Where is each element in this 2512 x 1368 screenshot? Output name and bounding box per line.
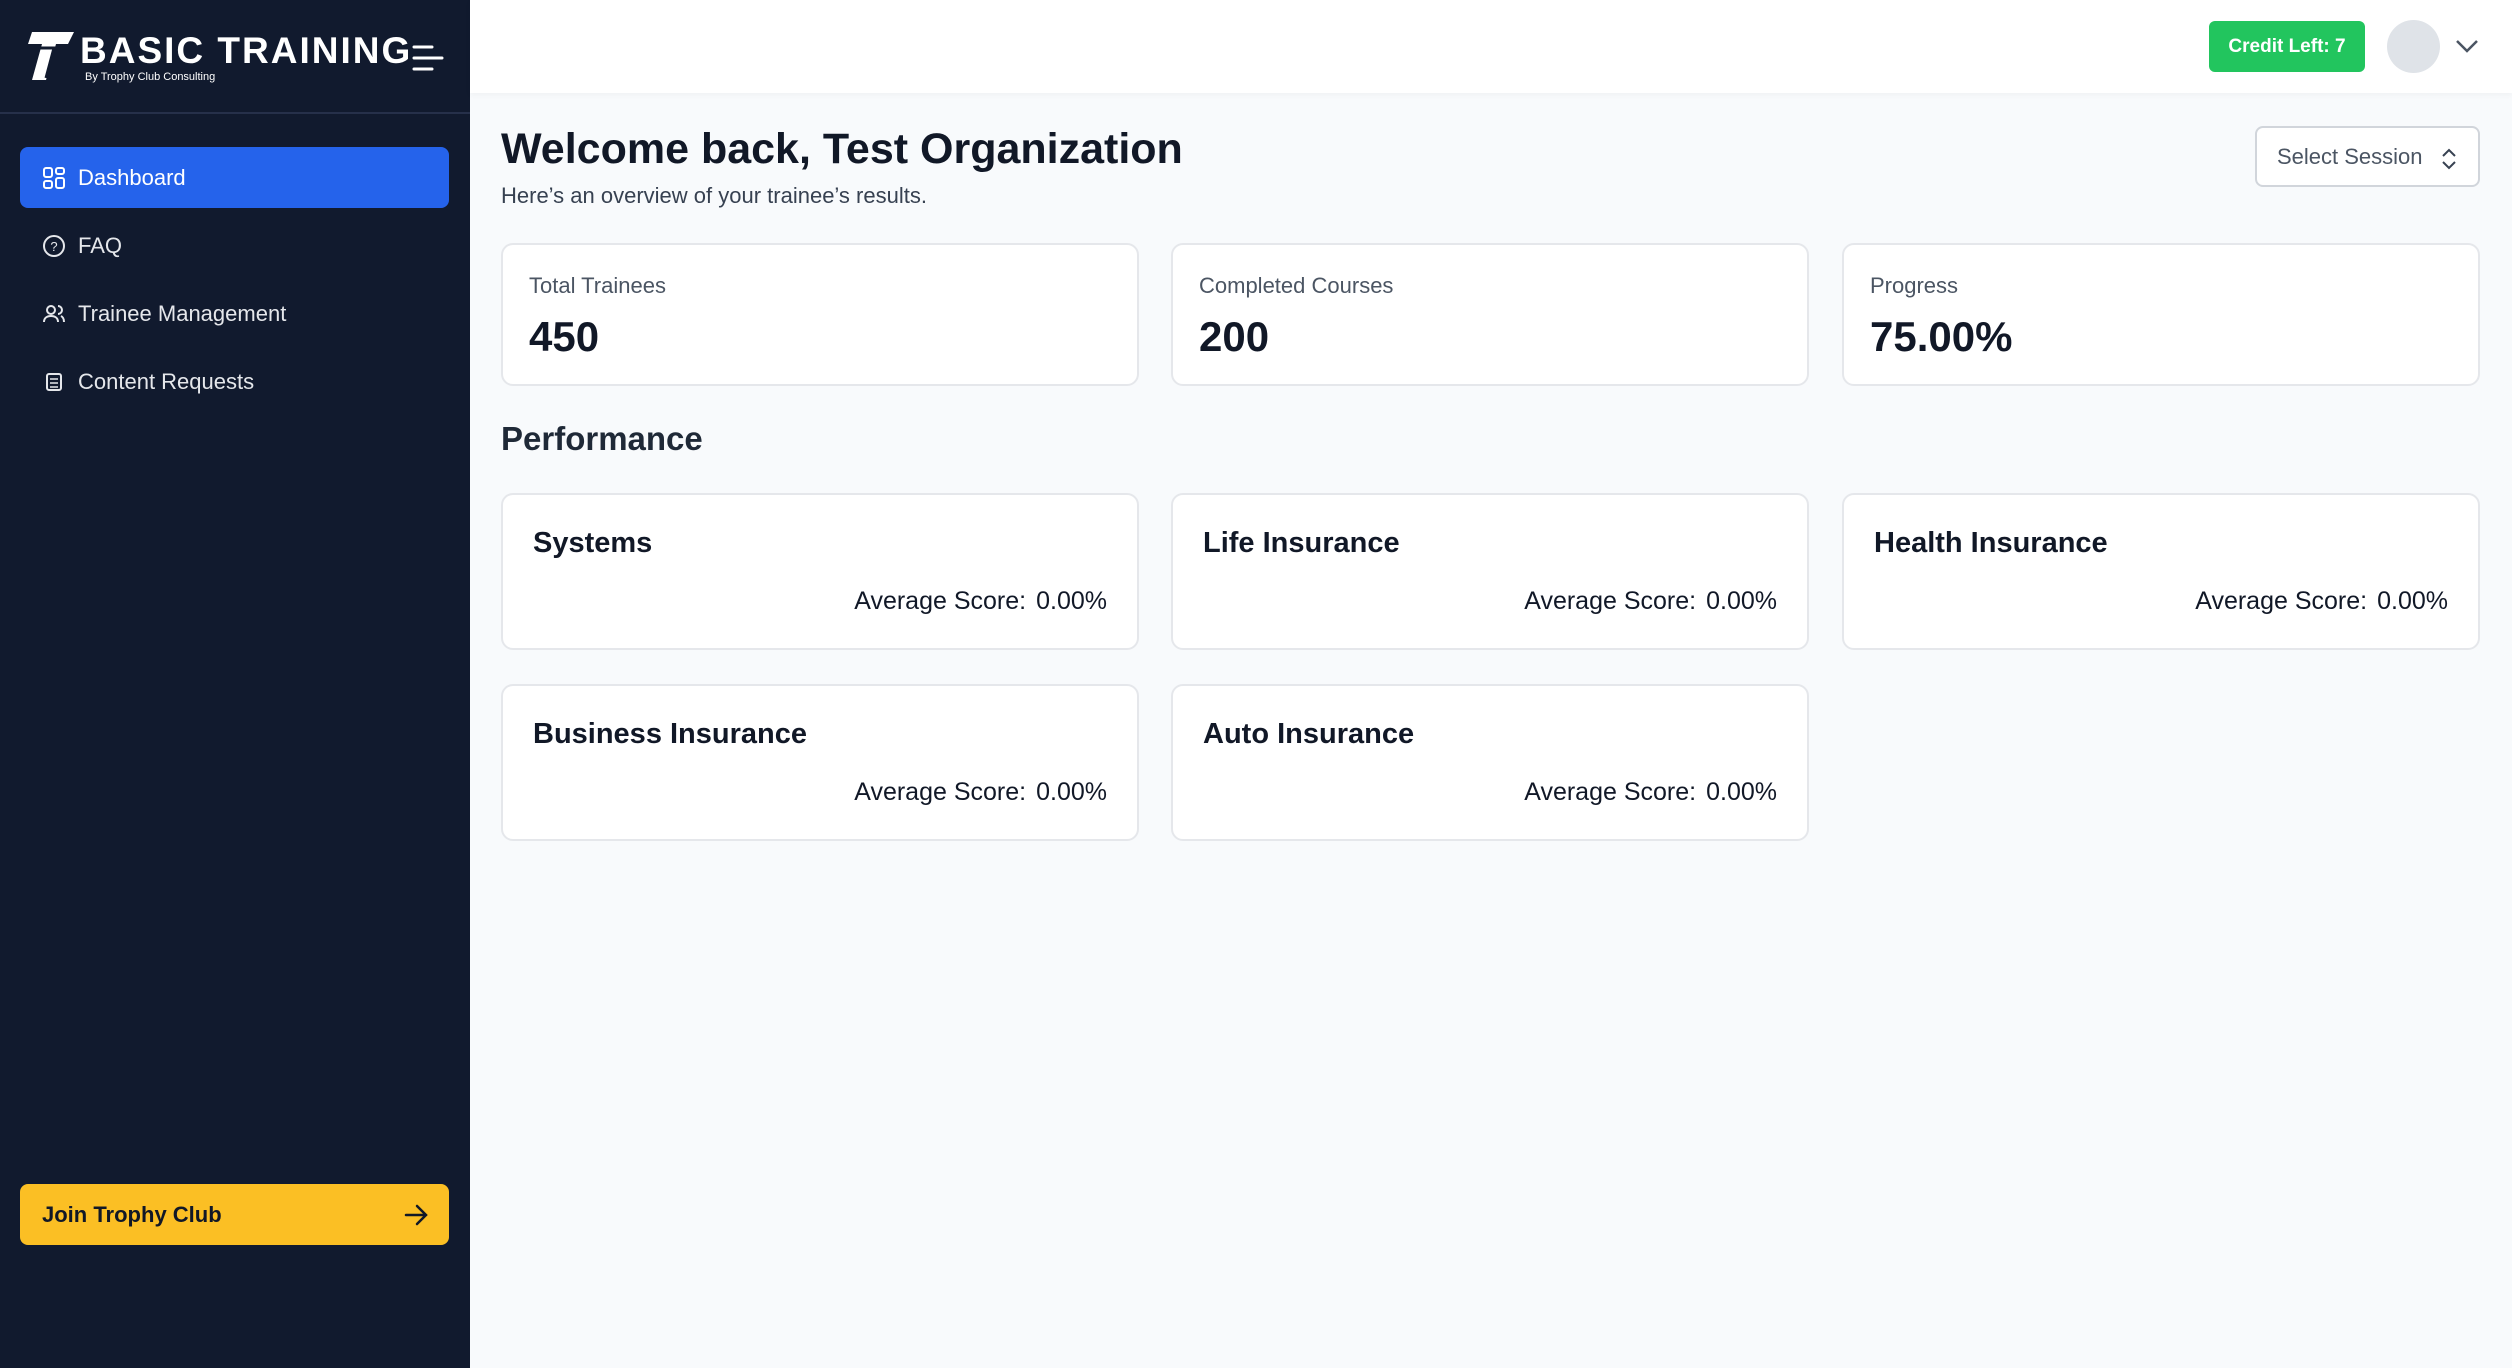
credit-button[interactable]: Credit Left: 7 — [2209, 21, 2365, 72]
section-title: Performance — [501, 420, 703, 457]
join-label: Join Trophy Club — [42, 1201, 222, 1227]
average-score: Average Score: 0.00% — [1524, 587, 1777, 616]
score-value: 0.00% — [1706, 587, 1777, 615]
icon — [43, 305, 65, 323]
average-score: Average Score: 0.00% — [854, 587, 1107, 616]
brand-subtitle: By Trophy Club Consulting — [85, 71, 216, 83]
card-title: Systems — [533, 527, 653, 559]
arrow-icon — [404, 1204, 428, 1226]
sidebar: BASIC TRAINING By Trophy Club Consulting… — [0, 0, 470, 1368]
stat-label: Progress — [1870, 273, 1959, 298]
select-icon — [2442, 148, 2456, 170]
svg-text:?: ? — [50, 239, 57, 254]
performance-card: Business Insurance Average Score: 0.00% — [501, 684, 1139, 841]
nav-label: FAQ — [78, 232, 123, 258]
stat-card: Completed Courses 200 — [1171, 243, 1809, 386]
score-label: Average Score: — [1524, 587, 1697, 615]
card-title: Business Insurance — [533, 718, 807, 750]
stat-card: Total Trainees 450 — [501, 243, 1139, 386]
stat-card: Progress 75.00% — [1842, 243, 2480, 386]
score-label: Average Score: — [854, 587, 1027, 615]
card-title: Life Insurance — [1203, 527, 1400, 559]
nav-item[interactable]: Content Requests — [20, 351, 449, 412]
page-subtitle: Here’s an overview of your trainee’s res… — [501, 183, 927, 208]
score-value: 0.00% — [1706, 778, 1777, 806]
icon: ? — [43, 235, 65, 257]
menu-toggle[interactable] — [412, 44, 444, 72]
average-score: Average Score: 0.00% — [2195, 587, 2448, 616]
performance-card: Auto Insurance Average Score: 0.00% — [1171, 684, 1809, 841]
nav-item[interactable]: Dashboard — [20, 147, 449, 208]
nav-label: Trainee Management — [78, 300, 287, 326]
nav-item[interactable]: ? FAQ — [20, 215, 449, 276]
score-label: Average Score: — [854, 778, 1027, 806]
average-score: Average Score: 0.00% — [854, 778, 1107, 807]
logo[interactable]: BASIC TRAINING By Trophy Club Consulting — [0, 0, 470, 114]
score-value: 0.00% — [1036, 587, 1107, 615]
session-select[interactable]: Select Session — [2255, 126, 2480, 187]
brand-title: BASIC TRAINING — [80, 30, 413, 71]
stat-label: Completed Courses — [1199, 273, 1394, 298]
join-button[interactable]: Join Trophy Club — [20, 1184, 449, 1245]
score-label: Average Score: — [2195, 587, 2368, 615]
average-score: Average Score: 0.00% — [1524, 778, 1777, 807]
stat-label: Total Trainees — [529, 273, 666, 298]
logo-icon — [28, 32, 74, 80]
icon — [43, 167, 65, 189]
avatar[interactable] — [2387, 20, 2440, 73]
score-value: 0.00% — [2377, 587, 2448, 615]
performance-card: Health Insurance Average Score: 0.00% — [1842, 493, 2480, 650]
performance-card: Systems Average Score: 0.00% — [501, 493, 1139, 650]
dropdown-chevron[interactable] — [2455, 38, 2479, 54]
score-value: 0.00% — [1036, 778, 1107, 806]
stat-value: 450 — [529, 313, 600, 360]
select-label: Select Session — [2277, 143, 2423, 169]
icon — [46, 373, 62, 391]
nav-label: Content Requests — [78, 368, 255, 394]
score-label: Average Score: — [1524, 778, 1697, 806]
card-title: Auto Insurance — [1203, 718, 1415, 750]
nav-label: Dashboard — [78, 164, 186, 190]
stat-value: 75.00% — [1870, 313, 2013, 360]
card-title: Health Insurance — [1874, 527, 2108, 559]
nav-item[interactable]: Trainee Management — [20, 283, 449, 344]
performance-card: Life Insurance Average Score: 0.00% — [1171, 493, 1809, 650]
stat-value: 200 — [1199, 313, 1270, 360]
page-title: Welcome back, Test Organization — [501, 125, 1183, 173]
topbar: Credit Left: 7 — [470, 0, 2512, 93]
